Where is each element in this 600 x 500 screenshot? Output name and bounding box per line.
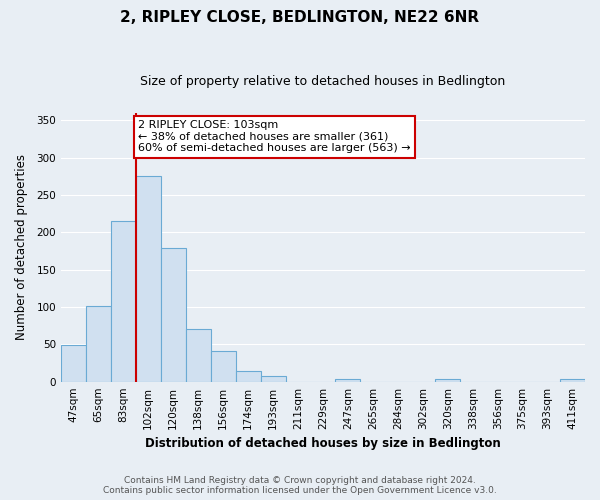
Bar [111, 221, 136, 382]
Text: 2 RIPLEY CLOSE: 103sqm
← 38% of detached houses are smaller (361)
60% of semi-de: 2 RIPLEY CLOSE: 103sqm ← 38% of detached… [139, 120, 411, 154]
Bar [86, 306, 111, 382]
Y-axis label: Number of detached properties: Number of detached properties [15, 154, 28, 340]
Bar [211, 351, 236, 382]
Bar [186, 330, 211, 382]
Bar [61, 345, 86, 382]
Bar [560, 380, 585, 382]
Bar [136, 176, 161, 382]
Bar [435, 378, 460, 382]
Bar [260, 376, 286, 382]
Bar [161, 248, 186, 382]
X-axis label: Distribution of detached houses by size in Bedlington: Distribution of detached houses by size … [145, 437, 501, 450]
Bar [335, 380, 361, 382]
Bar [236, 371, 260, 382]
Text: 2, RIPLEY CLOSE, BEDLINGTON, NE22 6NR: 2, RIPLEY CLOSE, BEDLINGTON, NE22 6NR [121, 10, 479, 25]
Text: Contains HM Land Registry data © Crown copyright and database right 2024.
Contai: Contains HM Land Registry data © Crown c… [103, 476, 497, 495]
Title: Size of property relative to detached houses in Bedlington: Size of property relative to detached ho… [140, 75, 506, 88]
